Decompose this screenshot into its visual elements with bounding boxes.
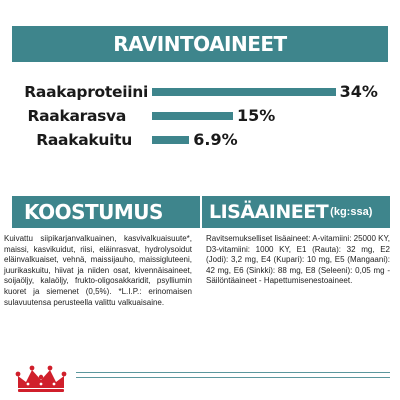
additives-header-title: LISÄAINEET: [209, 201, 329, 223]
nutrient-row-fibre: Raakakuitu 6.9%: [0, 130, 400, 150]
nutrient-row-protein: Raakaproteiini 34%: [0, 82, 400, 102]
nutrients-header: RAVINTOAINEET: [12, 26, 388, 62]
nutrient-value: 6.9%: [193, 130, 238, 149]
nutrient-label: Raakakuitu: [36, 131, 132, 149]
nutrient-row-fat: Raakarasva 15%: [0, 106, 400, 126]
nutrient-label: Raakaproteiini: [24, 83, 148, 101]
nutrient-value: 34%: [339, 82, 378, 101]
nutrient-bar: [152, 136, 190, 144]
additives-header-unit: (kg:ssa): [330, 206, 373, 218]
nutrient-bar-fill: [152, 88, 336, 96]
nutrient-bar: [152, 88, 336, 96]
royal-canin-crown-icon: [15, 365, 67, 392]
divider: [76, 377, 390, 378]
nutrient-label: Raakarasva: [27, 107, 126, 125]
nutrients-header-title: RAVINTOAINEET: [113, 32, 287, 56]
nutrient-bar-fill: [152, 136, 190, 144]
divider: [76, 372, 390, 373]
composition-header: KOOSTUMUS: [12, 196, 200, 228]
nutrient-value: 15%: [237, 106, 276, 125]
nutrient-bar-fill: [152, 112, 233, 120]
composition-text: Kuivattu siipikarjanvalkuainen, kasvival…: [4, 234, 192, 307]
additives-header: LISÄAINEET (kg:ssa): [202, 196, 390, 228]
composition-header-title: KOOSTUMUS: [24, 200, 163, 224]
nutrient-bar: [152, 112, 233, 120]
additives-text: Ravitsemukselliset lisäaineet: A-vitamii…: [206, 234, 390, 286]
